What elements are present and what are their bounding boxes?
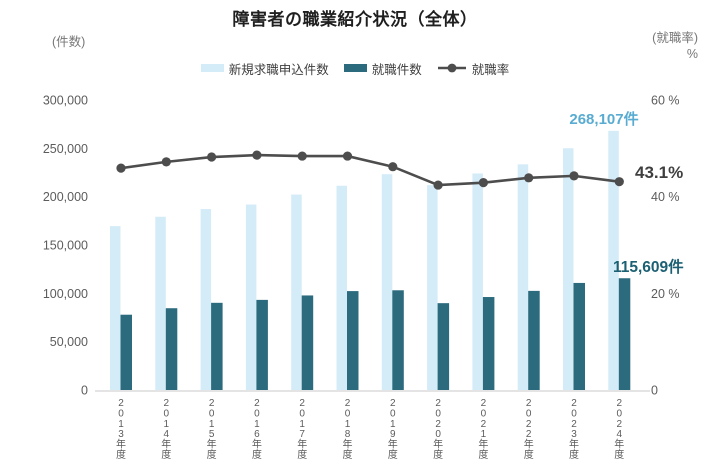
right-axis-caption-label: (就職率) [652,31,698,45]
right-axis-caption: (就職率) % [652,31,698,62]
svg-text:43.1%: 43.1% [635,163,683,182]
legend-item-placements: 就職件数 [343,59,422,78]
legend-label-new-applications: 新規求職申込件数 [228,62,329,77]
legend-label-placements: 就職件数 [371,62,422,77]
rate-line-marker-icon [437,62,467,74]
svg-text:20 %: 20 % [651,287,680,301]
svg-text:100,000: 100,000 [43,287,88,301]
svg-text:0: 0 [81,384,88,398]
right-axis-unit: % [686,46,698,61]
svg-text:50,000: 50,000 [50,335,88,349]
legend-label-rate: 就職率 [471,62,510,77]
placements-swatch-icon [343,64,367,72]
svg-text:300,000: 300,000 [43,94,88,108]
svg-text:250,000: 250,000 [43,142,88,156]
left-axis-caption: (件数) [52,35,86,49]
svg-text:0: 0 [651,384,658,398]
svg-text:268,107件: 268,107件 [569,110,638,128]
svg-text:40 %: 40 % [651,190,680,204]
svg-text:60 %: 60 % [651,94,680,108]
chart-title: 障害者の職業紹介状況（全体） [232,10,478,29]
svg-text:150,000: 150,000 [43,239,88,253]
svg-text:200,000: 200,000 [43,190,88,204]
legend-item-new-applications: 新規求職申込件数 [200,59,329,78]
new-applications-swatch-icon [200,64,224,72]
legend: 新規求職申込件数 就職件数 就職率 [0,59,710,78]
svg-text:115,609件: 115,609件 [613,257,684,276]
legend-item-rate: 就職率 [437,59,510,78]
